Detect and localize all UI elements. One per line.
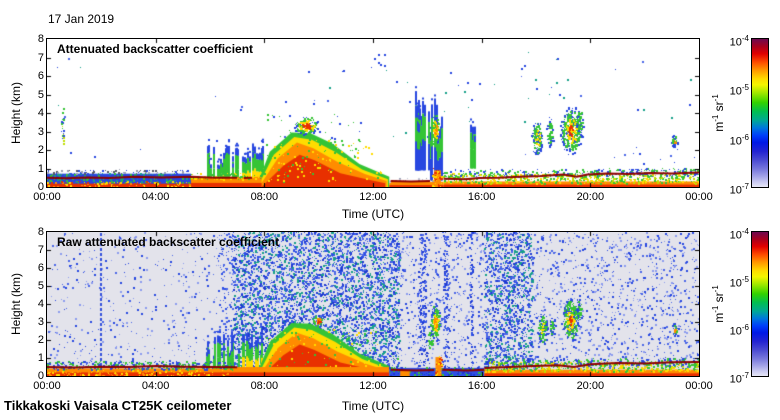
x-tick-label: 04:00 — [141, 191, 170, 203]
y-tick-label: 0 — [37, 181, 44, 193]
y-tick-label: 8 — [37, 226, 44, 238]
x-tick-label: 08:00 — [250, 191, 279, 203]
colorbar-bottom — [751, 231, 769, 377]
bottom-panel-heatmap — [47, 232, 699, 376]
x-tick-label: 20:00 — [576, 380, 605, 392]
x-tick-label: 12:00 — [359, 380, 387, 392]
colorbar-tick-label: 10-7 — [729, 371, 749, 386]
y-tick-label: 5 — [37, 88, 44, 101]
footer-instrument-label: Tikkakoski Vaisala CT25K ceilometer — [4, 398, 232, 413]
time-axis-label-top: Time (UTC) — [341, 207, 405, 221]
colorbar-tick-label: 10-7 — [729, 182, 749, 197]
top-panel-heatmap — [47, 39, 699, 187]
y-tick-label: 4 — [37, 107, 44, 119]
colorbar-tick-label: 10-4 — [729, 34, 749, 49]
y-tick-label: 5 — [37, 280, 44, 292]
time-axis-label-bottom: Time (UTC) — [341, 399, 405, 413]
y-tick-label: 1 — [37, 352, 44, 364]
y-tick-label: 6 — [37, 70, 44, 82]
x-tick-label: 08:00 — [250, 380, 279, 392]
y-tick-label: 0 — [37, 370, 44, 382]
x-tick-label: 00:00 — [685, 191, 713, 203]
colorbar-tick-label: 10-6 — [729, 323, 749, 338]
x-tick-label: 20:00 — [576, 191, 605, 203]
date-label: 17 Jan 2019 — [48, 12, 115, 26]
x-tick-label: 16:00 — [467, 380, 496, 392]
x-tick-label: 16:00 — [467, 191, 496, 203]
y-tick-label: 7 — [37, 244, 44, 256]
bottom-panel — [46, 231, 700, 377]
colorbar-tick-label: 10-4 — [729, 227, 749, 242]
y-tick-label: 1 — [37, 162, 44, 175]
y-tick-label: 3 — [37, 316, 44, 328]
colorbar-top — [751, 38, 769, 188]
y-tick-label: 8 — [37, 33, 44, 45]
y-tick-label: 6 — [37, 262, 44, 274]
top-panel — [46, 38, 700, 188]
y-tick-label: 2 — [37, 144, 44, 156]
x-tick-label: 12:00 — [359, 191, 387, 203]
x-tick-label: 00:00 — [685, 380, 713, 392]
y-tick-label: 2 — [37, 334, 44, 346]
y-tick-label: 4 — [37, 298, 44, 310]
top-panel-title: Attenuated backscatter coefficient — [57, 42, 254, 56]
y-tick-label: 3 — [37, 125, 44, 138]
colorbar-tick-label: 10-5 — [729, 83, 749, 98]
y-tick-label: 7 — [37, 51, 44, 64]
colorbar-tick-label: 10-6 — [729, 132, 749, 148]
bottom-panel-title: Raw attenuated backscatter coefficient — [57, 235, 280, 249]
x-tick-label: 00:00 — [33, 191, 61, 203]
x-tick-label: 04:00 — [141, 380, 170, 392]
colorbar-tick-label: 10-5 — [729, 275, 749, 290]
x-tick-label: 00:00 — [33, 380, 61, 392]
